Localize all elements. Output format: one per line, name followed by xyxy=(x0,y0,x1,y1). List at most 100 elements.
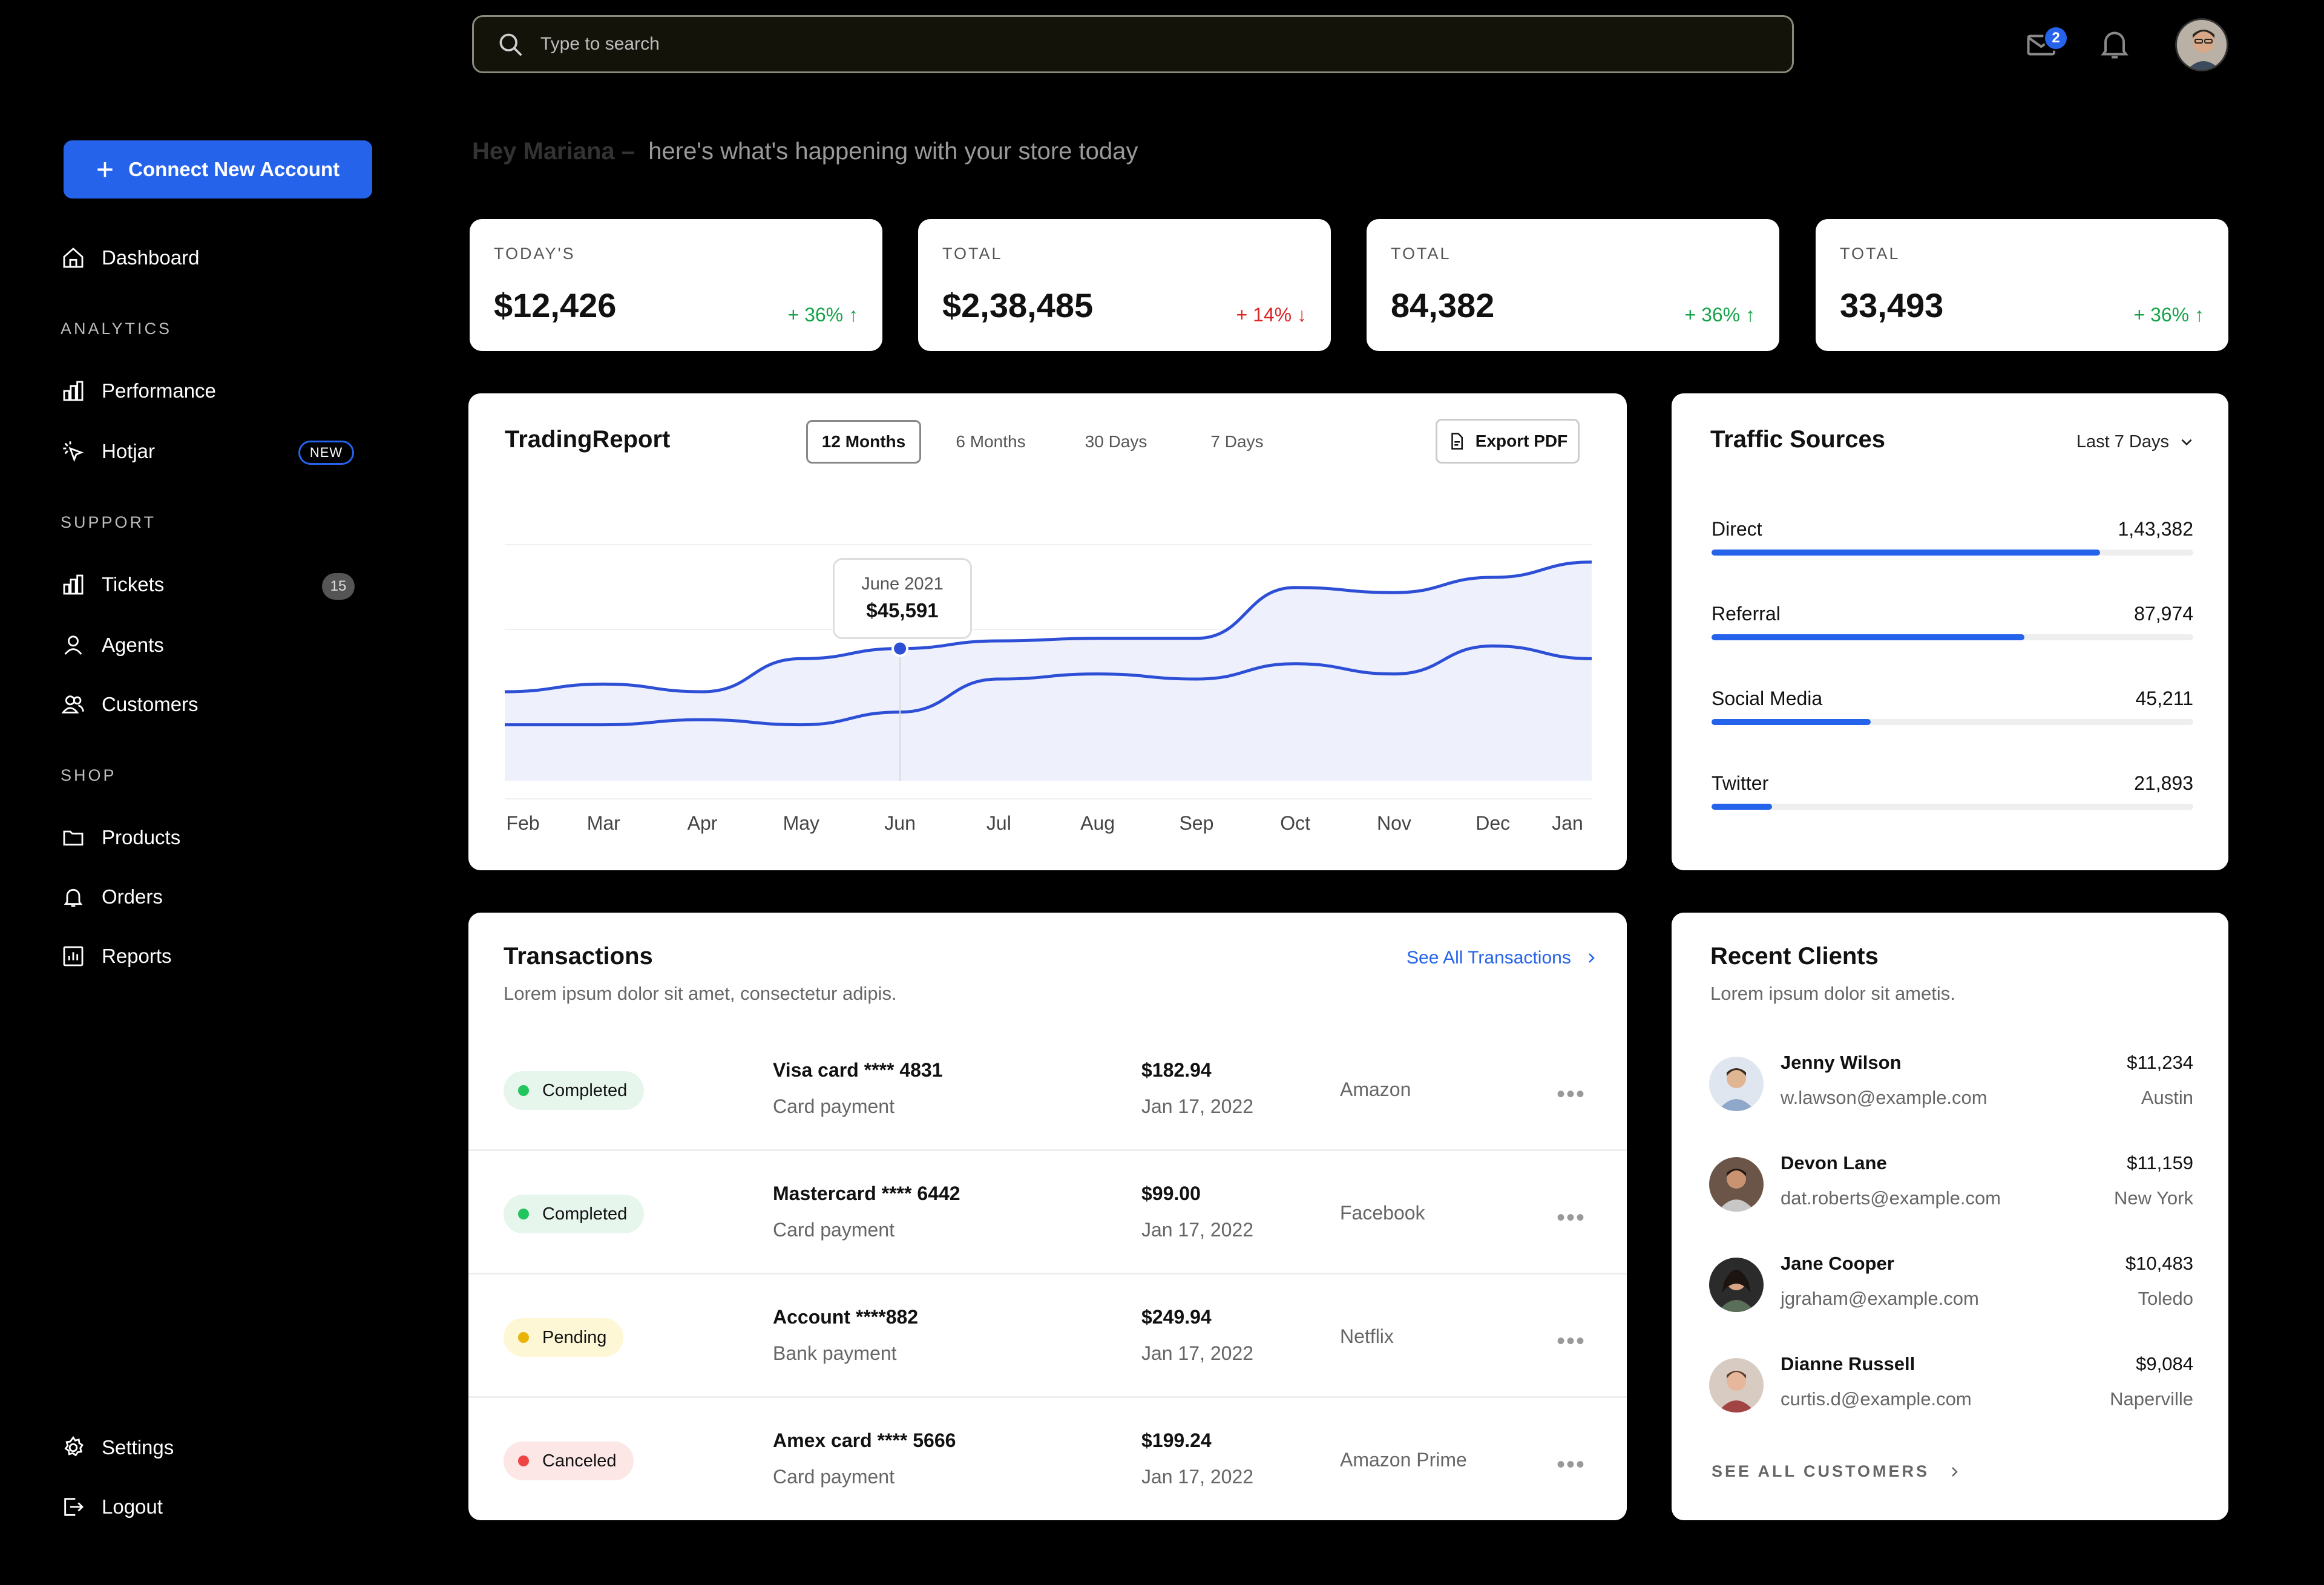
sidebar-item-label: Customers xyxy=(102,693,199,715)
client-avatar-icon xyxy=(1709,1057,1764,1111)
transaction-date: Jan 17, 2022 xyxy=(1141,1466,1254,1488)
highlight-point[interactable] xyxy=(891,640,909,657)
client-row[interactable]: Dianne Russell curtis.d@example.com $9,0… xyxy=(1709,1351,2193,1436)
recent-clients-card: Recent Clients Lorem ipsum dolor sit ame… xyxy=(1672,913,2228,1520)
chart-tooltip: June 2021 $45,591 xyxy=(833,558,972,639)
more-options-icon[interactable]: ••• xyxy=(1557,1451,1586,1478)
transaction-merchant: Amazon xyxy=(1340,1078,1411,1100)
stat-label: TODAY'S xyxy=(494,244,576,263)
x-tick-label: Aug xyxy=(1080,812,1115,834)
stat-label: TOTAL xyxy=(1391,244,1451,263)
sidebar-item-products[interactable]: Products xyxy=(59,819,362,856)
see-all-customers-link[interactable]: SEE ALL CUSTOMERS xyxy=(1712,1462,1962,1481)
arrow-up-icon: ↑ xyxy=(1745,304,1755,326)
search-input[interactable] xyxy=(539,33,1629,55)
transaction-method: Card payment xyxy=(773,1095,894,1117)
client-city: Austin xyxy=(2141,1087,2193,1108)
document-icon xyxy=(1451,433,1463,450)
transaction-date: Jan 17, 2022 xyxy=(1141,1219,1254,1241)
range-dropdown[interactable]: Last 7 Days xyxy=(2076,432,2194,452)
x-tick-label: Feb xyxy=(506,812,540,834)
sidebar-item-settings[interactable]: Settings xyxy=(59,1429,362,1466)
connect-new-account-button[interactable]: + Connect New Account xyxy=(64,140,372,199)
analytics-heading: ANALYTICS xyxy=(61,320,172,338)
sidebar-item-tickets[interactable]: Tickets xyxy=(59,566,362,603)
sidebar-item-dashboard[interactable]: Dashboard xyxy=(59,240,362,276)
sidebar-item-performance[interactable]: Performance xyxy=(59,373,362,409)
x-tick-label: Nov xyxy=(1377,812,1411,834)
client-row[interactable]: Jane Cooper jgraham@example.com $10,483 … xyxy=(1709,1250,2193,1335)
x-tick-label: Jan xyxy=(1552,812,1583,834)
status-label: Completed xyxy=(542,1204,628,1224)
more-options-icon[interactable]: ••• xyxy=(1557,1204,1586,1231)
home-icon xyxy=(59,244,87,272)
user-icon xyxy=(59,631,87,659)
transaction-method: Bank payment xyxy=(773,1342,897,1364)
user-avatar[interactable] xyxy=(2175,18,2228,71)
notifications-button[interactable] xyxy=(2096,25,2133,62)
sidebar-item-hotjar[interactable]: Hotjar xyxy=(59,433,362,470)
client-row[interactable]: Devon Lane dat.roberts@example.com $11,1… xyxy=(1709,1150,2193,1235)
series-line-1 xyxy=(504,560,1592,694)
status-badge: Pending xyxy=(504,1318,624,1357)
export-pdf-button[interactable]: Export PDF xyxy=(1436,419,1580,464)
report-icon xyxy=(59,942,87,970)
sidebar-item-customers[interactable]: Customers xyxy=(59,686,362,723)
chevron-down-icon xyxy=(2181,439,2192,445)
sidebar-item-orders[interactable]: Orders xyxy=(59,879,362,915)
transactions-title: Transactions xyxy=(504,943,653,970)
more-options-icon[interactable]: ••• xyxy=(1557,1081,1586,1108)
client-city: Toledo xyxy=(2138,1288,2193,1309)
stat-card-total-revenue: TOTAL $2,38,485 + 14% ↓ xyxy=(918,219,1331,351)
tab-6-months[interactable]: 6 Months xyxy=(956,432,1026,451)
transaction-method: Card payment xyxy=(773,1219,894,1241)
transaction-row[interactable]: Completed Mastercard **** 6442 Card paym… xyxy=(468,1151,1627,1275)
transaction-row[interactable]: Pending Account ****882 Bank payment $24… xyxy=(468,1275,1627,1398)
stat-change-value: + 14% xyxy=(1236,304,1292,326)
more-options-icon[interactable]: ••• xyxy=(1557,1328,1586,1354)
transaction-card: Mastercard **** 6442 xyxy=(773,1183,960,1204)
traffic-source-name: Twitter xyxy=(1712,772,1769,794)
stat-card-today: TODAY'S $12,426 + 36% ↑ xyxy=(470,219,882,351)
status-dot xyxy=(518,1332,529,1343)
see-all-customers-label: SEE ALL CUSTOMERS xyxy=(1712,1462,1930,1480)
traffic-source-value: 87,974 xyxy=(2134,603,2193,625)
bell-icon xyxy=(2101,31,2129,59)
search-icon xyxy=(499,33,522,56)
sidebar-item-logout[interactable]: Logout xyxy=(59,1489,362,1525)
x-tick-label: May xyxy=(783,812,820,834)
transaction-row[interactable]: Completed Visa card **** 4831 Card payme… xyxy=(468,1028,1627,1151)
x-tick-label: Apr xyxy=(687,812,718,834)
traffic-source-fill xyxy=(1712,719,1871,725)
transaction-card: Amex card **** 5666 xyxy=(773,1429,956,1451)
bell-icon xyxy=(59,883,87,911)
stat-card-total-customers: TOTAL 33,493 + 36% ↑ xyxy=(1816,219,2228,351)
see-all-transactions-link[interactable]: See All Transactions xyxy=(1407,948,1599,968)
sidebar-item-reports[interactable]: Reports xyxy=(59,938,362,974)
folder-icon xyxy=(59,824,87,852)
sidebar-item-agents[interactable]: Agents xyxy=(59,627,362,663)
client-amount: $9,084 xyxy=(2136,1353,2193,1374)
client-avatar xyxy=(1709,1258,1764,1312)
client-name: Jenny Wilson xyxy=(1781,1052,1902,1073)
x-tick-label: Jul xyxy=(986,812,1011,834)
search-bar[interactable] xyxy=(472,15,1794,73)
status-badge: Completed xyxy=(504,1071,645,1110)
status-dot xyxy=(518,1209,529,1219)
client-row[interactable]: Jenny Wilson w.lawson@example.com $11,23… xyxy=(1709,1049,2193,1134)
gear-icon xyxy=(59,1434,87,1462)
client-name: Devon Lane xyxy=(1781,1152,1887,1173)
transaction-row[interactable]: Canceled Amex card **** 5666 Card paymen… xyxy=(468,1398,1627,1520)
users-icon xyxy=(59,691,87,718)
client-avatar xyxy=(1709,1358,1764,1413)
client-avatar xyxy=(1709,1157,1764,1212)
tab-30-days[interactable]: 30 Days xyxy=(1085,432,1147,451)
transaction-amount: $199.24 xyxy=(1141,1429,1212,1451)
arrow-up-icon: ↑ xyxy=(849,304,858,326)
client-email: curtis.d@example.com xyxy=(1781,1388,1972,1409)
arrow-down-icon: ↓ xyxy=(1297,304,1307,326)
status-label: Pending xyxy=(542,1327,607,1347)
tab-7-days[interactable]: 7 Days xyxy=(1210,432,1264,451)
tab-12-months[interactable]: 12 Months xyxy=(806,420,921,464)
user-avatar-icon xyxy=(2177,20,2227,70)
